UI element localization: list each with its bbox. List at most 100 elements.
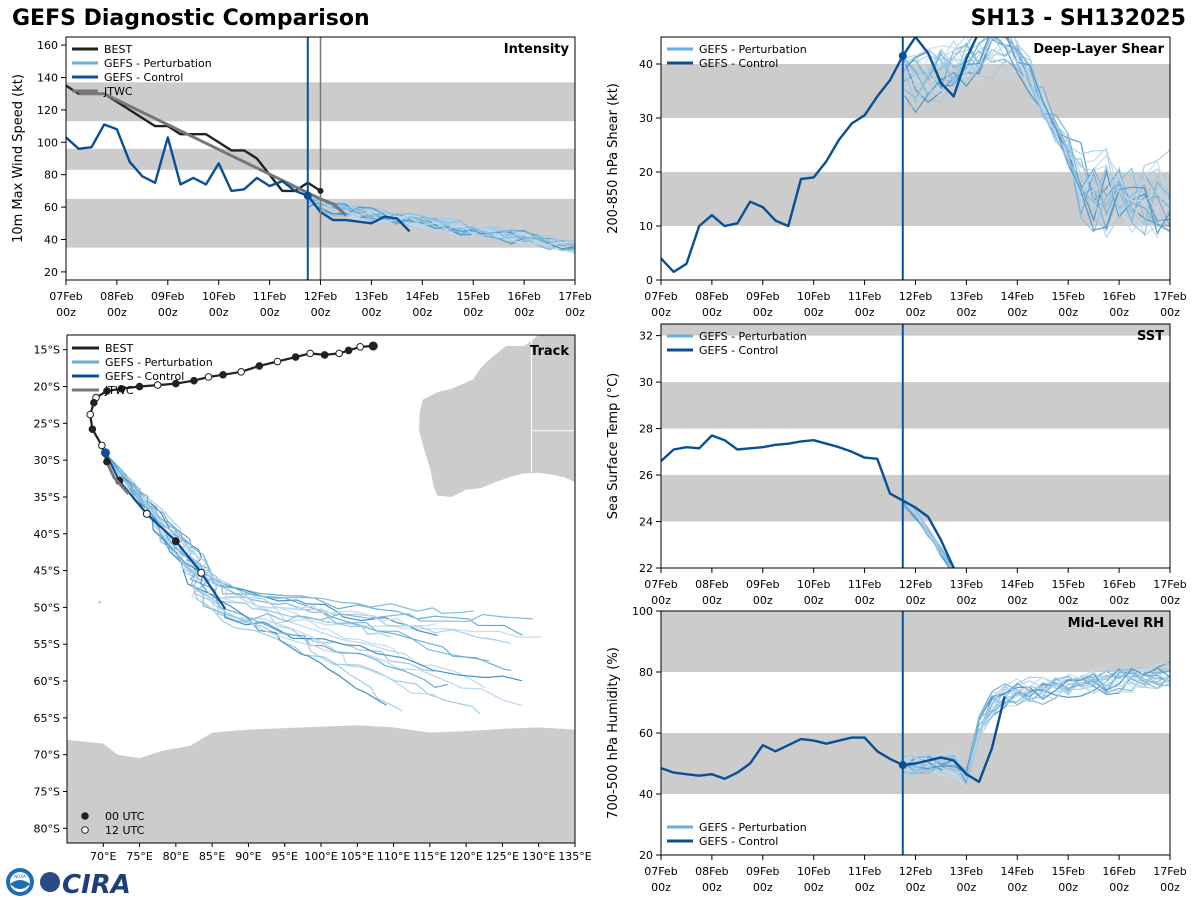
best-track-point	[103, 457, 111, 466]
track-point-legend-label: 12 UTC	[105, 824, 145, 837]
best-track-point	[344, 346, 353, 355]
sst-ytick-label: 22	[639, 562, 653, 575]
best-track-point	[291, 353, 300, 361]
shear-legend-label: GEFS - Perturbation	[699, 43, 807, 56]
intensity-xtick-sublabel: 00z	[107, 306, 127, 319]
sst-xtick-label: 13Feb	[950, 578, 983, 591]
best-track-point	[237, 368, 245, 376]
rh-xtick-label: 10Feb	[797, 865, 830, 878]
sst-xtick-sublabel: 00z	[1160, 594, 1180, 607]
best-track-start	[368, 341, 378, 351]
best-track-point	[320, 351, 329, 359]
shear-xtick-sublabel: 00z	[1109, 306, 1129, 319]
track-ytick-label: 50°S	[34, 601, 60, 614]
intensity-xtick-label: 16Feb	[507, 290, 540, 303]
best-track-point	[273, 357, 282, 366]
shear-xtick-sublabel: 00z	[1160, 306, 1180, 319]
best-track-point	[103, 387, 111, 395]
rh-legend-label: GEFS - Control	[699, 835, 778, 848]
rh-perturbation-line	[902, 662, 1170, 781]
sst-perturbation-line	[902, 499, 952, 568]
sst-xtick-label: 08Feb	[695, 578, 728, 591]
sst-ytick-label: 28	[639, 423, 653, 436]
intensity-xtick-sublabel: 00z	[412, 306, 432, 319]
intensity-xtick-label: 17Feb	[558, 290, 591, 303]
track-xtick-label: 115°E	[413, 850, 446, 863]
track-ytick-label: 65°S	[34, 712, 60, 725]
intensity-xtick-sublabel: 00z	[260, 306, 280, 319]
intensity-title: Intensity	[504, 42, 570, 57]
noaa-logo-text: NOAA	[14, 874, 26, 879]
track-title: Track	[530, 344, 569, 359]
track-ytick-label: 70°S	[34, 749, 60, 762]
sst-xtick-sublabel: 00z	[651, 594, 671, 607]
perturbation-track	[105, 453, 474, 615]
rh-xtick-label: 12Feb	[899, 865, 932, 878]
sst-perturbation-line	[902, 504, 952, 568]
storm-id: SH13 - SH132025	[970, 6, 1186, 31]
sst-perturbation-line	[902, 501, 955, 568]
intensity-ytick-label: 100	[37, 136, 58, 149]
shear-gefs-control-line	[661, 37, 978, 274]
rh-xtick-sublabel: 00z	[957, 881, 977, 894]
intensity-ytick-label: 60	[44, 201, 58, 214]
australia-land	[419, 335, 575, 497]
shear-ytick-label: 10	[639, 220, 653, 233]
shear-perturbation-line	[902, 44, 1170, 236]
rh-ytick-label: 60	[639, 727, 653, 740]
shear-xtick-sublabel: 00z	[753, 306, 773, 319]
intensity-xtick-label: 08Feb	[100, 290, 133, 303]
shear-xtick-label: 09Feb	[746, 290, 779, 303]
cira-logo-text: CIRA	[62, 870, 131, 900]
best-track-point	[204, 373, 213, 381]
intensity-xtick-sublabel: 00z	[311, 306, 331, 319]
best-track-point	[135, 382, 144, 391]
shear-panel: 0 10 20 30 40 07Feb 00z 08Feb 00z 09Feb 00z 10Feb 00…	[606, 36, 1187, 319]
sst-perturbation-line	[902, 501, 951, 568]
control-track	[104, 452, 227, 610]
sst-frame	[660, 323, 1171, 569]
rh-xtick-label: 07Feb	[644, 865, 677, 878]
sst-xtick-sublabel: 00z	[804, 594, 824, 607]
track-ytick-label: 40°S	[34, 528, 60, 541]
shear-xtick-label: 10Feb	[797, 290, 830, 303]
rh-xtick-label: 14Feb	[1001, 865, 1034, 878]
rh-xtick-sublabel: 00z	[753, 881, 773, 894]
intensity-legend-label: BEST	[104, 43, 132, 56]
sst-xtick-sublabel: 00z	[906, 594, 926, 607]
sst-ytick-label: 26	[639, 469, 653, 482]
sst-xtick-label: 17Feb	[1153, 578, 1186, 591]
rh-perturbation-line	[902, 672, 1170, 779]
track-ytick-label: 15°S	[34, 344, 60, 357]
best-track-point	[98, 441, 106, 450]
antarctica-land	[67, 725, 575, 843]
intensity-legend-label: GEFS - Control	[104, 71, 183, 84]
noaa-logo: NOAA	[6, 868, 34, 896]
intensity-xtick-label: 12Feb	[304, 290, 337, 303]
intensity-ytick-label: 120	[37, 104, 58, 117]
best-track-point	[219, 370, 227, 379]
intensity-xtick-label: 14Feb	[406, 290, 439, 303]
track-xtick-label: 85°E	[199, 850, 225, 863]
best-current-marker	[317, 187, 324, 194]
intensity-legend-label: JTWC	[103, 85, 133, 98]
rh-perturbation-line	[902, 670, 1170, 778]
shear-ytick-label: 40	[639, 58, 653, 71]
intensity-xtick-sublabel: 00z	[565, 306, 585, 319]
rh-xtick-label: 17Feb	[1153, 865, 1186, 878]
intensity-xtick-sublabel: 00z	[362, 306, 382, 319]
intensity-xtick-label: 13Feb	[355, 290, 388, 303]
intensity-xtick-sublabel: 00z	[158, 306, 178, 319]
intensity-perturbation-line	[307, 199, 575, 255]
intensity-xtick-label: 10Feb	[202, 290, 235, 303]
shear-xtick-label: 17Feb	[1153, 290, 1186, 303]
control-track-point	[171, 537, 180, 546]
shear-xtick-sublabel: 00z	[651, 306, 671, 319]
sst-xtick-label: 15Feb	[1051, 578, 1084, 591]
shear-xtick-label: 15Feb	[1051, 290, 1084, 303]
shear-legend-label: GEFS - Control	[699, 57, 778, 70]
sst-perturbation-line	[902, 502, 950, 568]
track-xtick-label: 120°E	[449, 850, 482, 863]
best-track-point	[90, 398, 98, 407]
